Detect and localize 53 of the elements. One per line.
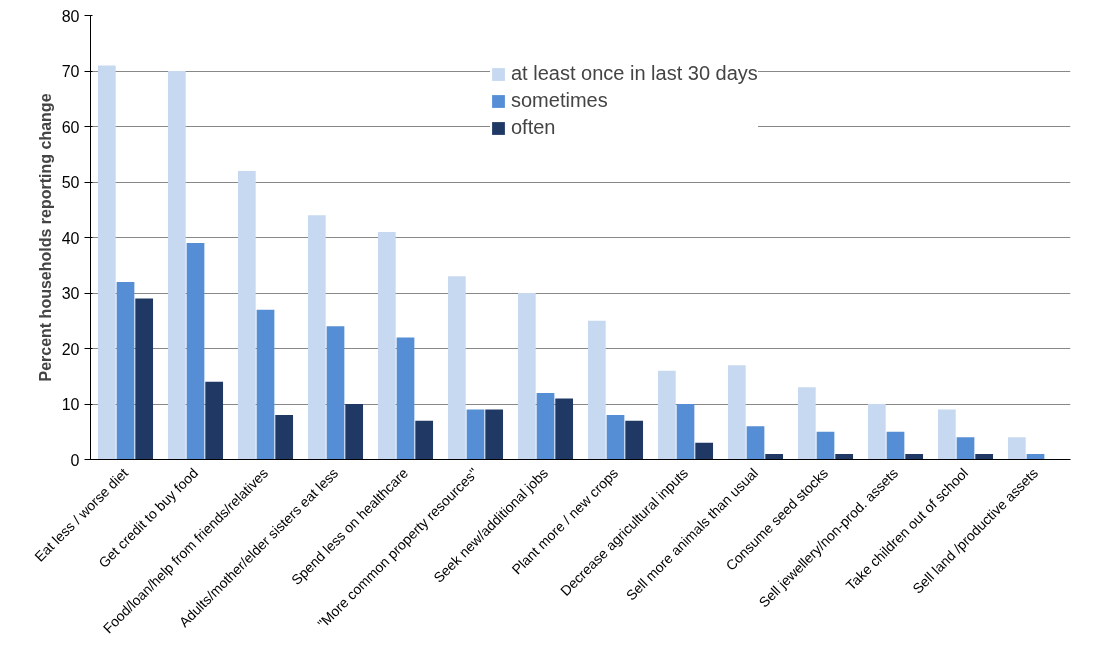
bar <box>517 293 536 460</box>
bar <box>536 392 555 460</box>
bar <box>135 298 154 460</box>
bar <box>275 415 294 460</box>
legend-label: sometimes <box>511 89 608 112</box>
bar <box>167 71 186 460</box>
bar <box>237 170 256 460</box>
bar <box>956 437 975 460</box>
bar <box>695 442 714 460</box>
bar <box>415 420 434 460</box>
y-tick-label: 50 <box>61 174 80 191</box>
y-tick-label: 10 <box>61 396 80 413</box>
y-tick-label: 60 <box>61 118 80 136</box>
legend-label: often <box>511 116 556 139</box>
bar <box>746 426 765 460</box>
bar <box>657 370 676 460</box>
bar <box>867 404 886 460</box>
bar <box>116 281 135 460</box>
bar <box>377 231 396 460</box>
bar <box>625 420 644 460</box>
bar <box>937 409 956 460</box>
bar <box>186 243 205 460</box>
bar <box>307 215 326 460</box>
bar <box>1007 437 1026 460</box>
bar <box>555 398 574 460</box>
bar <box>485 409 504 460</box>
bar <box>727 365 746 460</box>
bar <box>606 415 625 460</box>
bar <box>466 409 485 460</box>
bar <box>326 326 345 460</box>
y-tick-label: 70 <box>61 63 80 80</box>
bar <box>816 431 835 460</box>
y-tick-label: 40 <box>61 229 80 247</box>
bar <box>447 276 466 460</box>
y-tick-label: 0 <box>70 451 80 469</box>
bar <box>975 453 994 460</box>
bar <box>886 431 905 460</box>
y-tick-label: 20 <box>61 340 80 358</box>
bar <box>205 381 224 460</box>
bar <box>676 404 695 460</box>
bar <box>835 453 854 460</box>
y-tick-label: 30 <box>61 285 80 302</box>
bar <box>797 387 816 460</box>
legend-label: at least once in last 30 days <box>511 62 758 85</box>
bar <box>345 404 364 460</box>
y-axis-title: Percent households reporting change <box>36 93 54 382</box>
bar <box>97 65 116 460</box>
bar <box>905 453 924 460</box>
y-tick-label: 80 <box>61 7 80 25</box>
bar <box>765 453 784 460</box>
bar <box>256 309 275 460</box>
bar <box>396 337 415 460</box>
bar <box>587 320 606 460</box>
